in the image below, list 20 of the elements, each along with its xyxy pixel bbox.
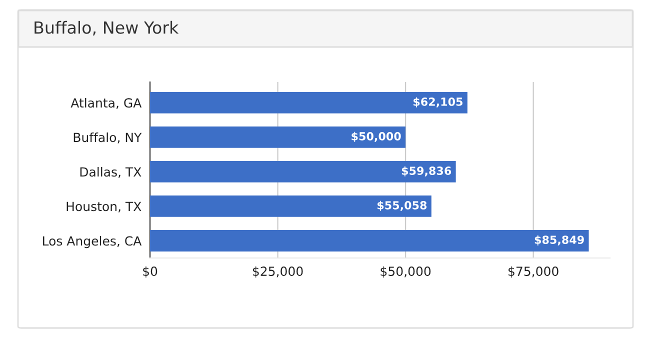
y-tick-label: Atlanta, GA [70, 98, 142, 109]
x-tick-label: $50,000 [380, 266, 431, 278]
bar [150, 161, 456, 182]
y-tick-label: Buffalo, NY [74, 132, 142, 144]
data-label: $55,058 [378, 200, 427, 211]
x-tick-label: $75,000 [508, 266, 558, 278]
data-label: $85,849 [534, 235, 584, 246]
data-label: $50,000 [352, 132, 401, 142]
bar [150, 230, 589, 252]
bar [150, 196, 432, 217]
data-label: $62,105 [414, 97, 462, 108]
chart-title: Buffalo, New York [34, 20, 179, 36]
y-tick-label: Dallas, TX [80, 166, 142, 178]
bar [150, 92, 468, 114]
y-tick-label: Houston, TX [66, 202, 142, 212]
y-tick-label: Los Angeles, CA [43, 236, 142, 248]
x-tick-label: $0 [143, 266, 158, 278]
x-tick-label: $25,000 [252, 266, 303, 278]
data-label: $59,836 [402, 166, 452, 176]
bar [150, 126, 406, 148]
